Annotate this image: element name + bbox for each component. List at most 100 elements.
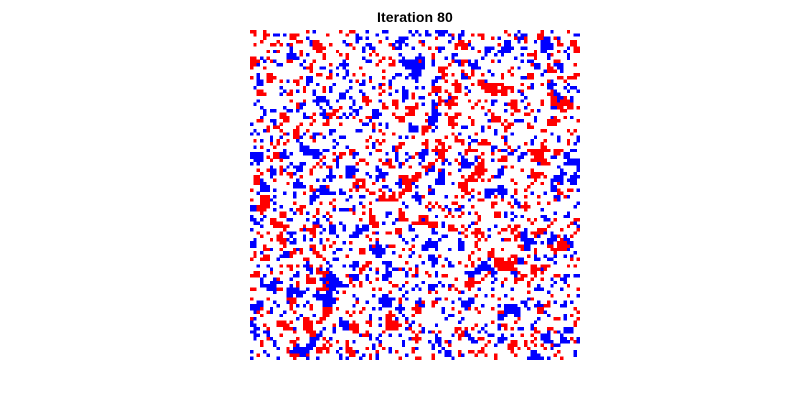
red-agent-cell xyxy=(296,105,300,110)
blue-agent-cell xyxy=(352,274,356,278)
red-agent-cell xyxy=(451,72,455,77)
blue-agent-cell xyxy=(358,228,363,232)
blue-agent-cell xyxy=(342,320,346,324)
blue-agent-cell xyxy=(382,171,386,176)
red-agent-cell xyxy=(263,244,267,248)
red-agent-cell xyxy=(322,287,326,291)
blue-agent-cell xyxy=(352,99,356,103)
red-agent-cell xyxy=(540,142,544,146)
red-agent-cell xyxy=(411,274,416,278)
blue-agent-cell xyxy=(325,261,330,265)
red-agent-cell xyxy=(362,307,366,311)
blue-agent-cell xyxy=(250,244,254,248)
blue-agent-cell xyxy=(563,277,567,281)
blue-agent-cell xyxy=(329,284,333,288)
blue-agent-cell xyxy=(385,244,389,248)
red-agent-cell xyxy=(388,280,392,285)
red-agent-cell xyxy=(550,96,554,100)
red-agent-cell xyxy=(256,310,260,314)
blue-agent-cell xyxy=(500,195,505,199)
red-agent-cell xyxy=(286,264,290,268)
blue-agent-cell xyxy=(500,185,505,189)
red-agent-cell xyxy=(563,109,567,113)
red-agent-cell xyxy=(339,155,343,159)
blue-agent-cell xyxy=(292,53,297,57)
blue-agent-cell xyxy=(520,119,524,123)
blue-agent-cell xyxy=(537,356,541,361)
blue-agent-cell xyxy=(385,30,389,34)
blue-agent-cell xyxy=(421,148,425,153)
red-agent-cell xyxy=(391,191,396,196)
blue-agent-cell xyxy=(405,66,409,70)
red-agent-cell xyxy=(467,99,472,103)
blue-agent-cell xyxy=(355,185,359,189)
blue-agent-cell xyxy=(415,234,419,238)
red-agent-cell xyxy=(289,92,293,97)
red-agent-cell xyxy=(418,221,422,225)
red-agent-cell xyxy=(355,79,359,83)
blue-agent-cell xyxy=(444,350,449,354)
red-agent-cell xyxy=(411,155,416,159)
red-agent-cell xyxy=(289,171,293,176)
blue-agent-cell xyxy=(306,287,310,291)
red-agent-cell xyxy=(504,129,508,133)
blue-agent-cell xyxy=(365,30,369,34)
red-agent-cell xyxy=(540,171,544,176)
red-agent-cell xyxy=(556,234,561,238)
blue-agent-cell xyxy=(345,175,350,179)
red-agent-cell xyxy=(259,201,264,205)
blue-agent-cell xyxy=(441,33,445,37)
blue-agent-cell xyxy=(325,191,330,196)
blue-agent-cell xyxy=(444,353,449,357)
blue-agent-cell xyxy=(342,241,346,245)
red-agent-cell xyxy=(316,43,320,47)
red-agent-cell xyxy=(269,158,274,163)
red-agent-cell xyxy=(418,330,422,334)
blue-agent-cell xyxy=(533,66,538,70)
red-agent-cell xyxy=(408,327,412,331)
blue-agent-cell xyxy=(517,201,521,205)
blue-agent-cell xyxy=(302,346,307,351)
blue-agent-cell xyxy=(490,148,495,153)
blue-agent-cell xyxy=(411,195,416,199)
red-agent-cell xyxy=(530,76,534,80)
blue-agent-cell xyxy=(418,162,422,166)
red-agent-cell xyxy=(444,72,449,77)
red-agent-cell xyxy=(289,320,293,324)
blue-agent-cell xyxy=(461,33,465,37)
red-agent-cell xyxy=(411,346,416,351)
red-agent-cell xyxy=(530,231,534,235)
red-agent-cell xyxy=(253,138,257,143)
blue-agent-cell xyxy=(556,99,561,103)
blue-agent-cell xyxy=(365,277,369,281)
blue-agent-cell xyxy=(576,158,581,163)
red-agent-cell xyxy=(292,79,297,83)
red-agent-cell xyxy=(299,208,303,212)
blue-agent-cell xyxy=(256,155,260,159)
red-agent-cell xyxy=(372,49,376,54)
red-agent-cell xyxy=(358,251,363,255)
red-agent-cell xyxy=(388,165,392,169)
blue-agent-cell xyxy=(362,122,366,126)
red-agent-cell xyxy=(510,264,515,268)
blue-agent-cell xyxy=(325,188,330,192)
blue-agent-cell xyxy=(312,313,317,318)
red-agent-cell xyxy=(335,340,340,344)
blue-agent-cell xyxy=(533,257,538,262)
blue-agent-cell xyxy=(286,79,290,83)
red-agent-cell xyxy=(434,300,439,304)
red-agent-cell xyxy=(537,152,541,156)
red-agent-cell xyxy=(319,350,323,354)
red-agent-cell xyxy=(523,39,528,44)
red-agent-cell xyxy=(322,343,326,347)
red-agent-cell xyxy=(276,323,280,328)
blue-agent-cell xyxy=(408,30,412,34)
blue-agent-cell xyxy=(302,353,307,357)
red-agent-cell xyxy=(322,155,326,159)
blue-agent-cell xyxy=(339,247,343,252)
blue-agent-cell xyxy=(329,129,333,133)
blue-agent-cell xyxy=(385,36,389,40)
blue-agent-cell xyxy=(395,72,399,77)
blue-agent-cell xyxy=(421,66,425,70)
red-agent-cell xyxy=(279,323,284,328)
